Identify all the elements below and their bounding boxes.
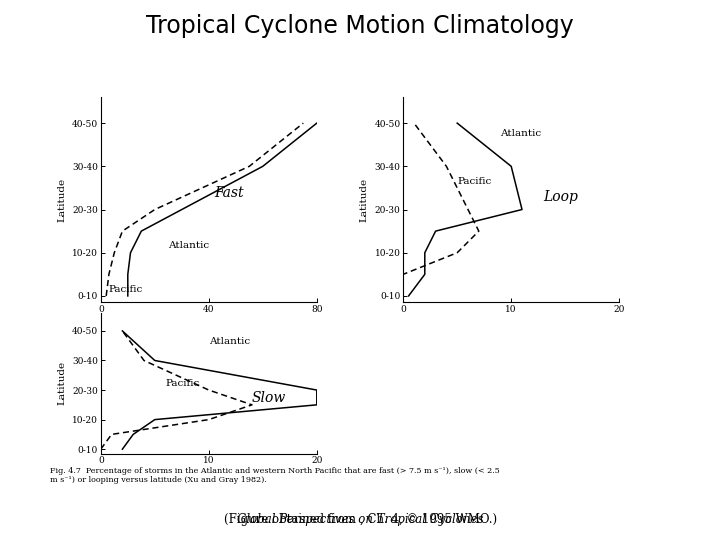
Text: Fast: Fast xyxy=(215,186,244,200)
Text: Loop: Loop xyxy=(544,190,578,204)
Y-axis label: Latitude: Latitude xyxy=(360,178,369,222)
Text: m s⁻¹) or looping versus latitude (Xu and Gray 1982).: m s⁻¹) or looping versus latitude (Xu an… xyxy=(50,476,267,484)
Text: Global Perspectives on Tropical Cyclones: Global Perspectives on Tropical Cyclones xyxy=(237,512,483,526)
Text: Pacific: Pacific xyxy=(457,177,492,186)
Text: Slow: Slow xyxy=(252,391,287,405)
Text: Atlantic: Atlantic xyxy=(500,129,541,138)
Text: (Figure obtained from: (Figure obtained from xyxy=(224,512,360,526)
Text: Atlantic: Atlantic xyxy=(209,338,250,346)
Text: Fig. 4.7  Percentage of storms in the Atlantic and western North Pacific that ar: Fig. 4.7 Percentage of storms in the Atl… xyxy=(50,467,500,475)
Text: Atlantic: Atlantic xyxy=(168,241,210,251)
Y-axis label: Latitude: Latitude xyxy=(58,178,66,222)
Text: Tropical Cyclone Motion Climatology: Tropical Cyclone Motion Climatology xyxy=(146,14,574,37)
Text: , Ch. 4, © 1995 WMO.): , Ch. 4, © 1995 WMO.) xyxy=(360,512,497,526)
Y-axis label: Latitude: Latitude xyxy=(58,361,66,406)
Text: Pacific: Pacific xyxy=(109,285,143,294)
Text: Pacific: Pacific xyxy=(166,379,200,388)
